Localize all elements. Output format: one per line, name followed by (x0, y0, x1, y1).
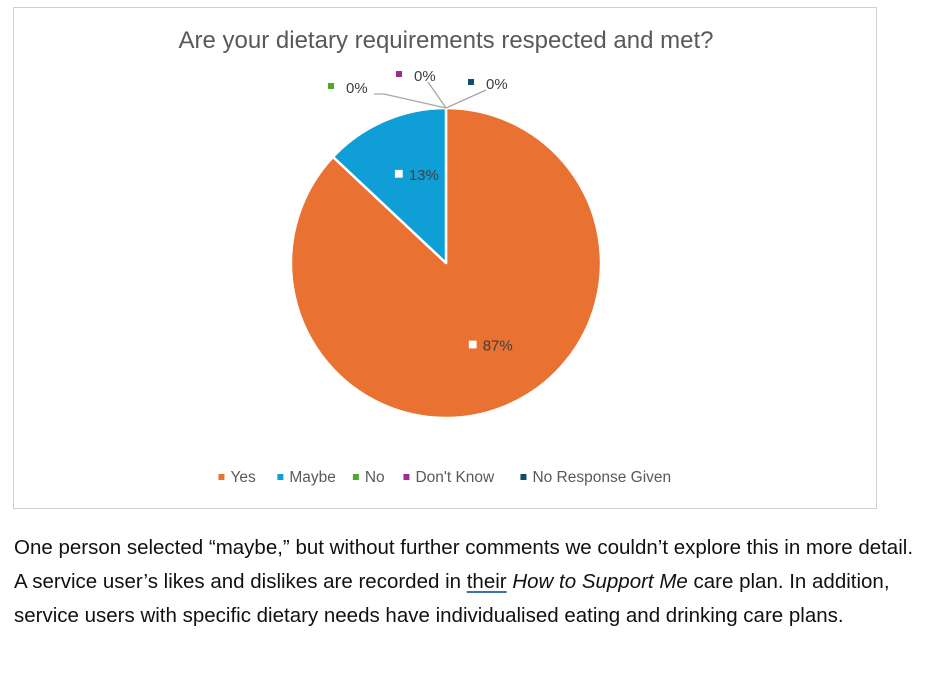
leader-lines (374, 81, 487, 109)
caption-doc-title: How to Support Me (512, 570, 688, 593)
leader-line-no (374, 93, 447, 109)
data-label-yes: 87% (466, 338, 513, 355)
legend-swatch-no (352, 474, 359, 480)
pie-slices (289, 106, 603, 420)
data-label-yes-text: 87% (483, 338, 513, 355)
data-label-no-response-given: 0% (468, 76, 508, 93)
leader-line-no-response-given (445, 89, 487, 109)
legend-label-maybe: Maybe (289, 469, 336, 486)
data-label-don-t-know: 0% (396, 68, 436, 85)
data-label-maybe-text: 13% (409, 167, 439, 184)
label-marker-no-response-given (468, 79, 474, 85)
label-marker-maybe (392, 167, 405, 180)
data-label-maybe: 13% (392, 167, 439, 184)
label-marker-yes (466, 338, 479, 351)
data-label-no-text: 0% (346, 80, 368, 97)
legend-swatch-don-t-know (403, 474, 410, 480)
caption-text-1: One person selected “maybe,” but without… (14, 536, 914, 593)
legend-label-no-response-given: No Response Given (532, 469, 671, 486)
legend-swatch-maybe (277, 474, 284, 480)
caption-link-word: their (466, 570, 507, 593)
legend-entry-maybe: Maybe (277, 469, 336, 486)
data-label-no: 0% (328, 80, 368, 97)
legend-entry-no: No (352, 469, 385, 486)
data-labels: 87% 13% 0% 0% 0% (328, 68, 513, 355)
caption-text-2: care plan. In addition, service users wi… (14, 570, 890, 627)
label-marker-don-t-know (396, 71, 402, 77)
chart-title: Are your dietary requirements respected … (179, 27, 714, 54)
label-marker-no (328, 83, 334, 89)
legend-entry-yes: Yes (218, 469, 256, 486)
leader-line-don-t-know (427, 81, 447, 109)
pie-slice-maybe (331, 106, 448, 265)
legend-label-yes: Yes (230, 469, 256, 486)
legend: Yes Maybe No Don't Know No Response Given (218, 469, 671, 486)
legend-entry-don-t-know: Don't Know (403, 469, 495, 486)
legend-swatch-yes (218, 474, 225, 480)
data-label-don-t-know-text: 0% (414, 68, 436, 85)
data-label-no-response-given-text: 0% (486, 76, 508, 93)
legend-label-no: No (365, 469, 385, 486)
caption-paragraph: One person selected “maybe,” but without… (14, 531, 919, 633)
chart-container: Are your dietary requirements respected … (13, 7, 877, 509)
legend-entry-no-response-given: No Response Given (520, 469, 671, 486)
legend-swatch-no-response-given (520, 474, 527, 480)
legend-label-don-t-know: Don't Know (415, 469, 495, 486)
pie-chart: Are your dietary requirements respected … (179, 27, 714, 486)
